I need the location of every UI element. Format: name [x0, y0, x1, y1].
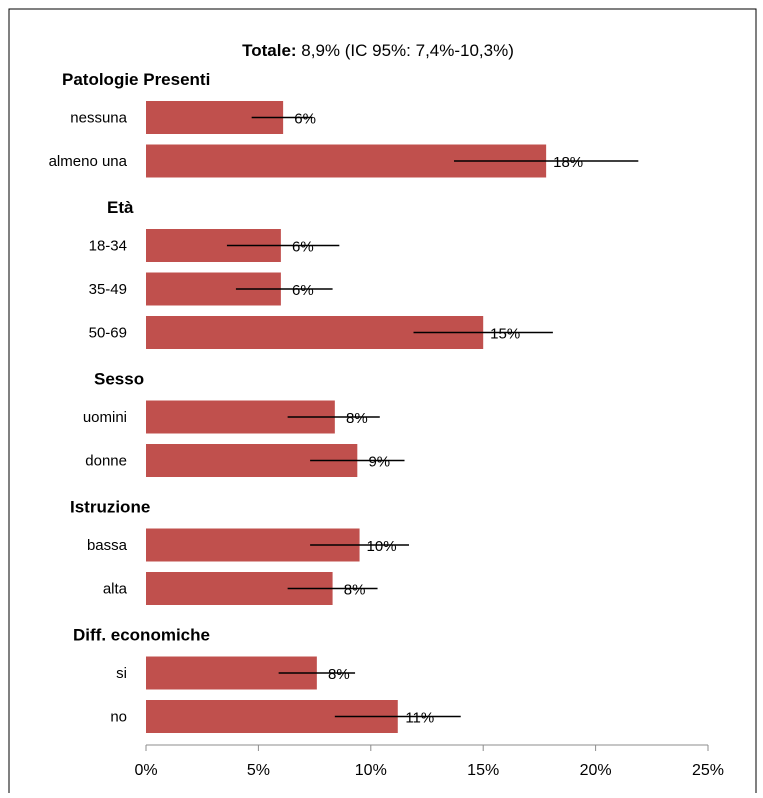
category-label: 35-49: [89, 281, 127, 298]
category-label: donne: [85, 453, 127, 470]
category-label: 18-34: [89, 238, 127, 255]
category-label: almeno una: [49, 153, 128, 170]
group-header: Sesso: [94, 370, 144, 389]
value-label: 18%: [553, 154, 583, 171]
x-tick-label: 0%: [134, 762, 157, 779]
group-header: Istruzione: [70, 498, 150, 517]
category-label: bassa: [87, 537, 128, 554]
value-label: 15%: [490, 326, 520, 343]
category-label: uomini: [83, 409, 127, 426]
value-label: 8%: [344, 582, 366, 599]
value-label: 8%: [328, 666, 350, 683]
x-tick-label: 25%: [692, 762, 724, 779]
category-label: nessuna: [70, 110, 127, 127]
x-tick-label: 5%: [247, 762, 270, 779]
group-header: Diff. economiche: [73, 626, 210, 645]
x-tick-label: 15%: [467, 762, 499, 779]
category-label: alta: [103, 581, 128, 598]
chart-title-rest: 8,9% (IC 95%: 7,4%-10,3%): [297, 41, 514, 60]
group-header: Patologie Presenti: [62, 70, 210, 89]
value-label: 6%: [294, 111, 316, 128]
chart-title-bold: Totale:: [242, 41, 296, 60]
category-label: 50-69: [89, 325, 127, 342]
value-label: 9%: [368, 454, 390, 471]
chart-title: Totale: 8,9% (IC 95%: 7,4%-10,3%): [242, 41, 514, 60]
group-header: Età: [107, 198, 134, 217]
value-label: 10%: [367, 538, 397, 555]
x-tick-label: 10%: [355, 762, 387, 779]
category-label: si: [116, 665, 127, 682]
value-label: 6%: [292, 239, 314, 256]
x-tick-label: 20%: [580, 762, 612, 779]
value-label: 11%: [405, 710, 434, 727]
value-label: 6%: [292, 282, 314, 299]
value-label: 8%: [346, 410, 368, 427]
category-label: no: [110, 709, 127, 726]
